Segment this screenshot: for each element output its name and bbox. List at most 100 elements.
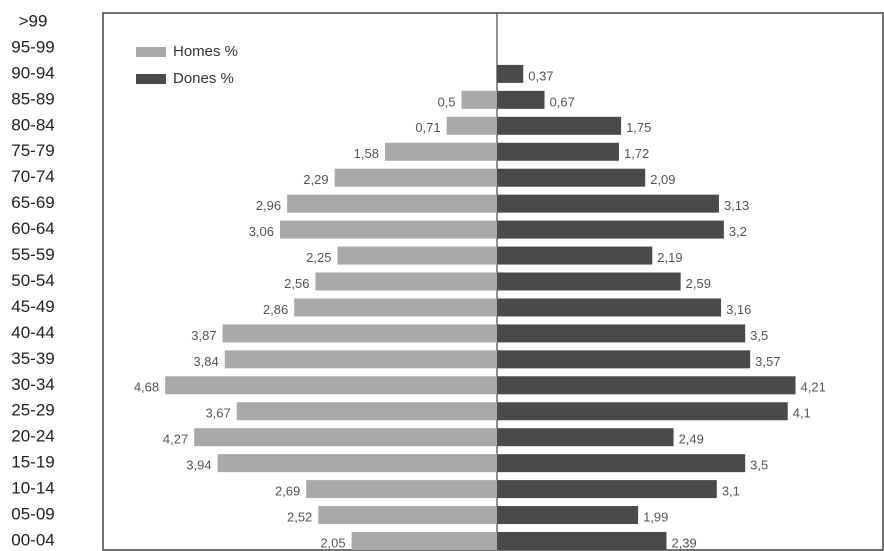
y-tick-label: 75-79 (11, 141, 54, 160)
data-label: 1,99 (643, 509, 668, 524)
bar (337, 246, 497, 265)
bar (497, 116, 622, 135)
bar (384, 142, 497, 161)
y-tick-label: 15-19 (11, 453, 54, 472)
data-label: 3,67 (205, 406, 230, 421)
y-tick-label: 30-34 (11, 375, 54, 394)
bar (497, 246, 653, 265)
data-label: 2,69 (275, 484, 300, 499)
y-tick-label: 65-69 (11, 193, 54, 212)
bar (315, 272, 497, 291)
bar (351, 532, 497, 550)
data-label: 0,5 (437, 94, 455, 109)
data-label: 3,94 (186, 458, 211, 473)
bar (194, 428, 497, 447)
data-label: 3,1 (722, 484, 740, 499)
y-tick-label: 25-29 (11, 401, 54, 420)
bar (497, 194, 719, 213)
bar (280, 220, 497, 239)
bar (497, 454, 746, 473)
data-label: 3,06 (249, 224, 274, 239)
bar (306, 480, 497, 499)
data-label: 3,5 (750, 328, 768, 343)
data-label: 2,29 (303, 172, 328, 187)
bar (224, 350, 497, 369)
data-label: 2,96 (256, 198, 281, 213)
legend-label: Dones % (173, 70, 234, 87)
data-label: 2,52 (287, 509, 312, 524)
bar (497, 298, 722, 317)
bar (446, 116, 497, 135)
y-tick-label: 80-84 (11, 115, 54, 134)
bar (497, 220, 724, 239)
bar (236, 402, 497, 421)
data-label: 1,72 (624, 146, 649, 161)
y-tick-label: 90-94 (11, 63, 54, 82)
bar (497, 90, 545, 109)
bar (497, 428, 674, 447)
bar (497, 64, 524, 83)
bar (318, 506, 497, 525)
data-label: 1,58 (354, 146, 379, 161)
data-label: 2,25 (306, 250, 331, 265)
bar (165, 376, 498, 395)
bar (294, 298, 497, 317)
data-label: 0,67 (550, 94, 575, 109)
data-label: 3,5 (750, 458, 768, 473)
y-tick-label: 45-49 (11, 297, 54, 316)
data-label: 2,49 (679, 432, 704, 447)
y-tick-label: 60-64 (11, 219, 54, 238)
data-label: 2,56 (284, 276, 309, 291)
data-label: 4,1 (793, 406, 811, 421)
bar (497, 532, 667, 550)
y-tick-label: 50-54 (11, 271, 54, 290)
y-tick-label: 70-74 (11, 167, 54, 186)
y-tick-label: 85-89 (11, 89, 54, 108)
bar (287, 194, 497, 213)
bar (222, 324, 497, 343)
legend-swatch (136, 47, 166, 57)
data-label: 2,09 (650, 172, 675, 187)
y-tick-label: 35-39 (11, 349, 54, 368)
data-label: 3,87 (191, 328, 216, 343)
data-label: 2,05 (320, 535, 345, 550)
bar (497, 480, 717, 499)
bar (497, 168, 646, 187)
bar (497, 402, 788, 421)
data-label: 3,84 (193, 354, 218, 369)
bar (497, 272, 681, 291)
y-tick-label: 40-44 (11, 323, 54, 342)
bar (497, 324, 746, 343)
data-label: 1,75 (626, 120, 651, 135)
y-tick-label: 05-09 (11, 505, 54, 524)
y-tick-label: >99 (19, 11, 48, 30)
y-tick-label: 95-99 (11, 37, 54, 56)
bar (497, 376, 796, 395)
y-tick-label: 10-14 (11, 479, 54, 498)
data-label: 0,71 (415, 120, 440, 135)
bar (334, 168, 497, 187)
data-label: 2,86 (263, 302, 288, 317)
data-label: 4,27 (163, 432, 188, 447)
data-label: 0,37 (528, 68, 553, 83)
bar (497, 350, 751, 369)
bar (461, 90, 497, 109)
legend-label: Homes % (173, 43, 238, 60)
data-label: 3,13 (724, 198, 749, 213)
data-label: 4,68 (134, 380, 159, 395)
y-tick-label: 00-04 (11, 530, 54, 549)
bar (497, 506, 639, 525)
data-label: 2,19 (657, 250, 682, 265)
y-tick-label: 55-59 (11, 245, 54, 264)
data-label: 3,57 (755, 354, 780, 369)
data-label: 2,39 (671, 535, 696, 550)
data-label: 4,21 (801, 380, 826, 395)
y-tick-label: 20-24 (11, 427, 54, 446)
bar (217, 454, 498, 473)
data-label: 3,16 (726, 302, 751, 317)
bar (497, 142, 619, 161)
legend-swatch (136, 74, 166, 84)
data-label: 2,59 (686, 276, 711, 291)
data-label: 3,2 (729, 224, 747, 239)
